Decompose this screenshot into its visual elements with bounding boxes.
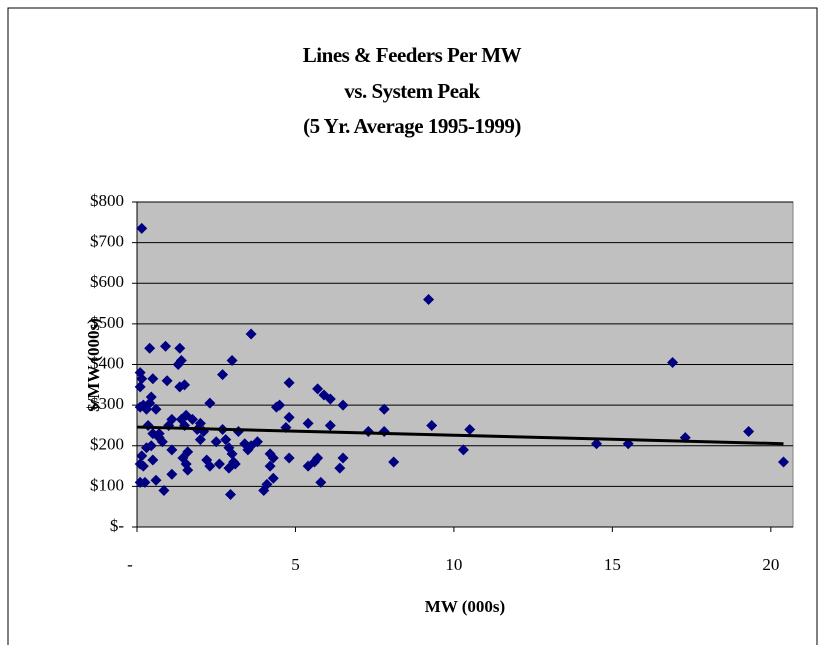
data-point	[261, 478, 273, 490]
data-point	[777, 456, 789, 468]
data-point	[226, 354, 238, 366]
data-point	[423, 294, 435, 305]
data-point	[136, 373, 148, 385]
x-tick-label: 10	[445, 555, 462, 574]
data-point	[283, 377, 295, 389]
data-point	[182, 446, 194, 458]
data-point	[136, 450, 148, 462]
y-tick-label: $700	[90, 232, 124, 251]
data-point	[743, 426, 755, 438]
chart-title: vs. System Peak	[344, 79, 480, 103]
data-point	[334, 462, 346, 474]
data-point	[210, 436, 222, 448]
chart-title: Lines & Feeders Per MW	[303, 43, 522, 67]
data-point	[147, 373, 159, 385]
data-point	[302, 417, 314, 429]
data-point	[174, 342, 186, 354]
data-point	[141, 442, 153, 454]
data-point	[175, 354, 187, 366]
data-point	[267, 452, 279, 464]
data-point	[161, 375, 173, 387]
x-tick-label: -	[127, 555, 133, 574]
data-point	[283, 411, 295, 423]
y-tick-label: $600	[90, 272, 124, 291]
data-point	[213, 458, 225, 470]
data-point	[283, 452, 295, 464]
data-point	[267, 472, 279, 484]
data-point	[426, 419, 438, 431]
y-tick-label: $400	[90, 353, 124, 372]
x-axis-label: MW (000s)	[425, 597, 505, 616]
y-tick-label: $300	[90, 394, 124, 413]
y-tick-label: $-	[110, 516, 125, 535]
data-point	[166, 468, 178, 480]
data-point	[378, 403, 390, 415]
data-point	[245, 328, 257, 340]
data-point	[194, 417, 206, 429]
y-tick-label: $800	[90, 191, 124, 210]
data-point	[251, 436, 263, 448]
data-point	[220, 434, 232, 446]
x-tick-label: 20	[762, 555, 779, 574]
data-point	[324, 393, 336, 405]
data-point	[224, 489, 236, 500]
x-tick-label: 5	[291, 555, 300, 574]
y-tick-label: $100	[90, 475, 124, 494]
data-point	[591, 438, 603, 450]
data-point	[217, 369, 229, 381]
data-point	[134, 381, 146, 393]
data-point	[147, 454, 159, 466]
data-point	[457, 444, 469, 456]
data-point	[134, 476, 146, 488]
data-point	[264, 460, 276, 472]
data-point	[194, 434, 206, 446]
y-tick-label: $200	[90, 435, 124, 454]
data-point	[166, 444, 178, 456]
data-point	[337, 399, 349, 411]
data-point	[315, 476, 327, 488]
data-point	[186, 413, 198, 425]
data-point	[153, 432, 165, 444]
data-point	[150, 403, 162, 415]
data-point	[144, 342, 156, 354]
x-tick-label: 15	[604, 555, 621, 574]
y-tick-label: $500	[90, 313, 124, 332]
trendline	[136, 425, 784, 446]
data-point	[204, 460, 216, 472]
data-point	[312, 452, 324, 464]
data-point	[144, 397, 156, 409]
data-point	[324, 419, 336, 431]
data-point	[464, 424, 476, 435]
data-point	[182, 464, 194, 476]
data-point	[204, 397, 216, 409]
data-point	[158, 484, 170, 496]
data-point	[137, 460, 149, 472]
data-point	[179, 379, 191, 391]
data-point	[667, 356, 679, 368]
data-point	[274, 399, 286, 411]
data-point	[229, 458, 241, 470]
data-point	[312, 383, 324, 395]
data-point	[150, 474, 162, 486]
data-point	[160, 340, 172, 352]
data-point	[226, 448, 238, 460]
data-point	[388, 456, 400, 468]
y-axis-label: $/MW (000s)	[84, 318, 103, 412]
data-point	[337, 452, 349, 464]
data-point	[136, 222, 148, 234]
chart-title: (5 Yr. Average 1995-1999)	[303, 114, 521, 138]
